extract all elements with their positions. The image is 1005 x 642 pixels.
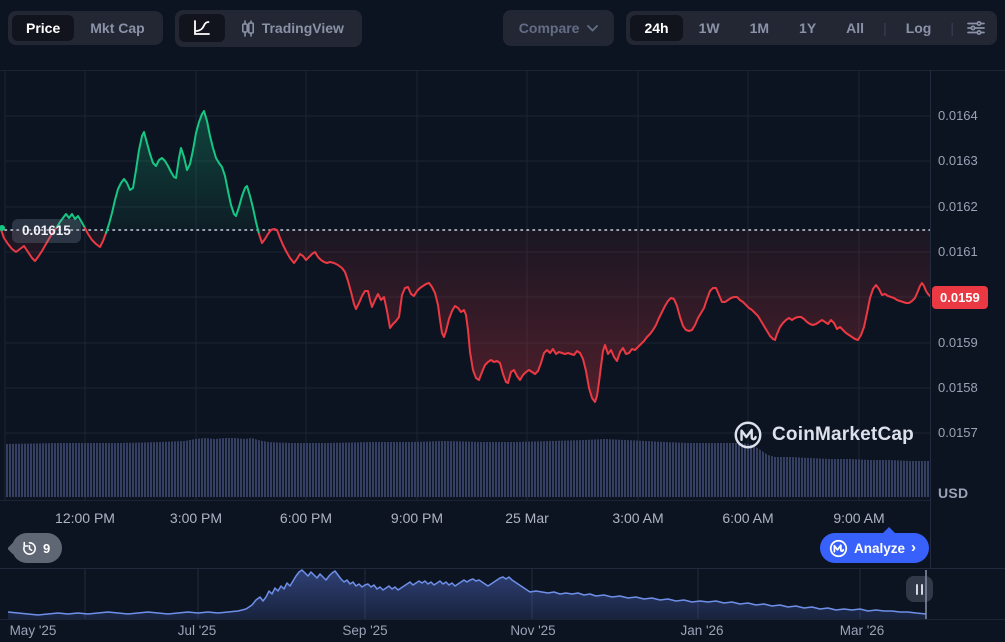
navigator-bottom-border [0, 619, 1005, 620]
navigator-date-label: Jul '25 [177, 623, 217, 638]
series-start-dot [0, 225, 5, 231]
divider: | [883, 20, 887, 36]
chart-type-toggle: TradingView [174, 9, 362, 47]
tradingview-button[interactable]: TradingView [227, 14, 358, 43]
price-line-green [56, 213, 86, 229]
x-tick-label: 25 Mar [505, 510, 549, 526]
chart-top-border [0, 70, 1005, 71]
navigator-top-border [0, 568, 1005, 569]
navigator-line [7, 569, 927, 616]
line-chart-button[interactable] [178, 14, 225, 42]
range-navigator[interactable] [0, 568, 1005, 620]
tab-mktcap[interactable]: Mkt Cap [76, 15, 158, 41]
open-price-label: 0.01615 [12, 219, 81, 243]
x-tick-label: 9:00 AM [833, 510, 885, 526]
x-tick-label: 3:00 AM [612, 510, 664, 526]
y-tick-label: 0.0159 [938, 335, 978, 350]
compare-label: Compare [518, 20, 580, 36]
chevron-right-icon: › [911, 539, 917, 556]
current-price-badge: 0.0159 [932, 286, 988, 309]
price-area-red [0, 227, 57, 261]
price-area-red [85, 228, 106, 247]
tradingview-label: TradingView [261, 20, 344, 36]
range-1y[interactable]: 1Y [785, 15, 830, 41]
range-all[interactable]: All [832, 15, 878, 41]
price-area-green [106, 111, 259, 234]
tab-price[interactable]: Price [12, 15, 75, 41]
chevron-down-icon [587, 24, 599, 32]
history-clock-icon [23, 541, 36, 555]
cmc-logo-icon [829, 539, 848, 557]
price-line-green [105, 110, 260, 235]
x-tick-label: 6:00 AM [722, 510, 774, 526]
range-1w[interactable]: 1W [685, 15, 734, 41]
time-range-group: 24h 1W 1M 1Y All | Log | [626, 11, 997, 45]
price-area-red [259, 229, 930, 402]
toolbar-right: Compare 24h 1W 1M 1Y All | Log | [502, 10, 997, 46]
analyze-label: Analyze [854, 540, 906, 556]
history-count: 9 [43, 540, 51, 556]
navigator-date-label: Mar '26 [839, 623, 885, 638]
navigator-area [8, 570, 926, 619]
compare-button[interactable]: Compare [502, 10, 615, 46]
watermark-text: CoinMarketCap [772, 424, 914, 445]
chart-settings-button[interactable] [959, 16, 993, 40]
price-line-red [0, 226, 58, 262]
price-mktcap-toggle: Price Mkt Cap [8, 11, 163, 45]
range-24h[interactable]: 24h [630, 15, 683, 41]
y-tick-label: 0.0158 [938, 380, 978, 395]
sliders-icon [967, 20, 985, 36]
log-scale-button[interactable]: Log [892, 15, 946, 41]
history-button[interactable]: 9 [12, 533, 63, 563]
y-tick-label: 0.0164 [938, 108, 978, 123]
navigator-date-label: Jan '26 [680, 623, 724, 638]
coinmarketcap-logo-icon [734, 421, 762, 449]
x-tick-label: 3:00 PM [169, 510, 223, 526]
price-chart-plot[interactable] [0, 70, 930, 500]
x-tick-label: 12:00 PM [55, 510, 115, 526]
navigator-resize-handle[interactable] [906, 576, 933, 602]
axis-right-border [930, 70, 931, 568]
navigator-date-label: Nov '25 [510, 623, 556, 638]
navigator-date-label: May '25 [9, 623, 57, 638]
line-chart-icon [193, 20, 210, 35]
range-1m[interactable]: 1M [736, 15, 783, 41]
toolbar-left: Price Mkt Cap TradingView [8, 9, 362, 47]
analyze-button[interactable]: Analyze › [820, 527, 930, 563]
y-tick-label: 0.0157 [938, 425, 978, 440]
range-buttons: 24h 1W 1M 1Y All [630, 15, 878, 41]
x-tick-label: 9:00 PM [390, 510, 444, 526]
price-line-red [84, 227, 107, 248]
y-tick-label: 0.0162 [938, 199, 978, 214]
chart-toolbar: Price Mkt Cap TradingView [0, 8, 1005, 48]
volume-bars [5, 438, 930, 497]
chart-bottom-border [0, 500, 930, 501]
divider: | [950, 20, 954, 36]
price-line-red [258, 228, 930, 403]
y-tick-label: 0.0161 [938, 244, 978, 259]
candlestick-icon [241, 19, 254, 37]
coinmarketcap-watermark: CoinMarketCap [733, 420, 914, 450]
currency-unit-label: USD [938, 485, 969, 501]
y-tick-label: 0.0163 [938, 153, 978, 168]
x-tick-label: 6:00 PM [279, 510, 333, 526]
navigator-date-label: Sep '25 [342, 623, 388, 638]
